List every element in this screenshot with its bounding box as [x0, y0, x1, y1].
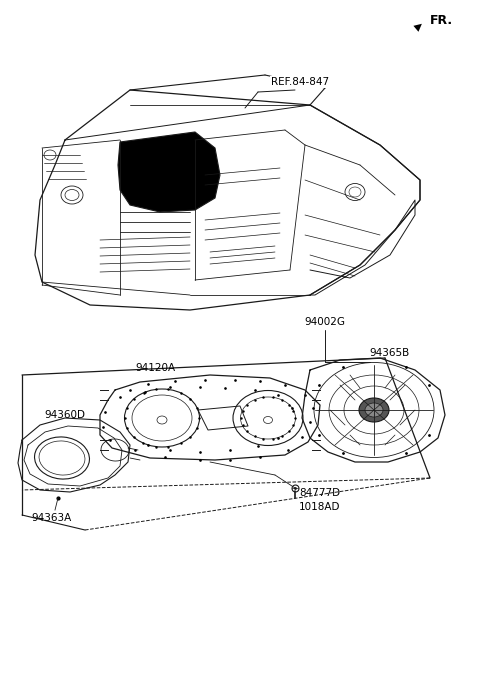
Ellipse shape — [359, 398, 389, 422]
Ellipse shape — [365, 403, 383, 417]
Text: 94120A: 94120A — [135, 363, 175, 373]
Text: REF.84-847: REF.84-847 — [271, 77, 329, 87]
Text: FR.: FR. — [430, 14, 453, 26]
Polygon shape — [118, 132, 220, 212]
Text: 84777D
1018AD: 84777D 1018AD — [299, 488, 341, 512]
Text: 94365B: 94365B — [370, 348, 410, 358]
Text: 94360D: 94360D — [45, 410, 85, 420]
Text: 94363A: 94363A — [32, 513, 72, 523]
Text: 94002G: 94002G — [304, 317, 346, 327]
